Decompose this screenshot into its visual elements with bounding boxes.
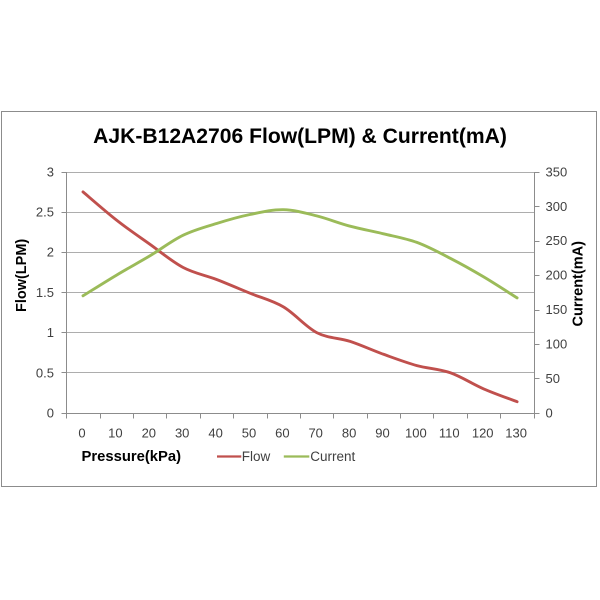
svg-text:Flow: Flow [242,449,271,464]
svg-text:50: 50 [546,371,560,386]
svg-text:350: 350 [546,164,568,179]
svg-text:30: 30 [175,426,189,441]
svg-text:60: 60 [275,426,289,441]
svg-text:2.5: 2.5 [36,205,54,220]
svg-text:100: 100 [405,426,427,441]
svg-text:300: 300 [546,199,568,214]
svg-text:10: 10 [108,426,122,441]
svg-text:Flow(LPM): Flow(LPM) [14,239,30,312]
svg-text:Current: Current [310,449,355,464]
svg-text:1.5: 1.5 [36,285,54,300]
svg-text:0: 0 [47,406,54,421]
svg-text:250: 250 [546,233,568,248]
svg-text:Current(mA): Current(mA) [571,241,587,327]
svg-text:110: 110 [439,426,460,441]
svg-text:3: 3 [47,164,54,179]
svg-text:90: 90 [375,426,389,441]
svg-text:130: 130 [505,426,527,441]
svg-text:0: 0 [546,406,553,421]
svg-text:2: 2 [47,245,54,260]
svg-text:AJK-B12A2706 Flow(LPM) & Curre: AJK-B12A2706 Flow(LPM) & Current(mA) [93,125,507,148]
svg-text:40: 40 [208,426,222,441]
svg-text:100: 100 [546,337,568,352]
svg-text:80: 80 [342,426,356,441]
svg-text:Pressure(kPa): Pressure(kPa) [82,449,182,465]
svg-text:120: 120 [472,426,494,441]
svg-text:200: 200 [546,268,568,283]
svg-text:0: 0 [78,426,85,441]
svg-text:0.5: 0.5 [36,365,54,380]
svg-text:150: 150 [546,302,568,317]
svg-text:70: 70 [308,426,322,441]
svg-text:1: 1 [47,325,54,340]
svg-text:20: 20 [142,426,156,441]
svg-text:50: 50 [242,426,256,441]
